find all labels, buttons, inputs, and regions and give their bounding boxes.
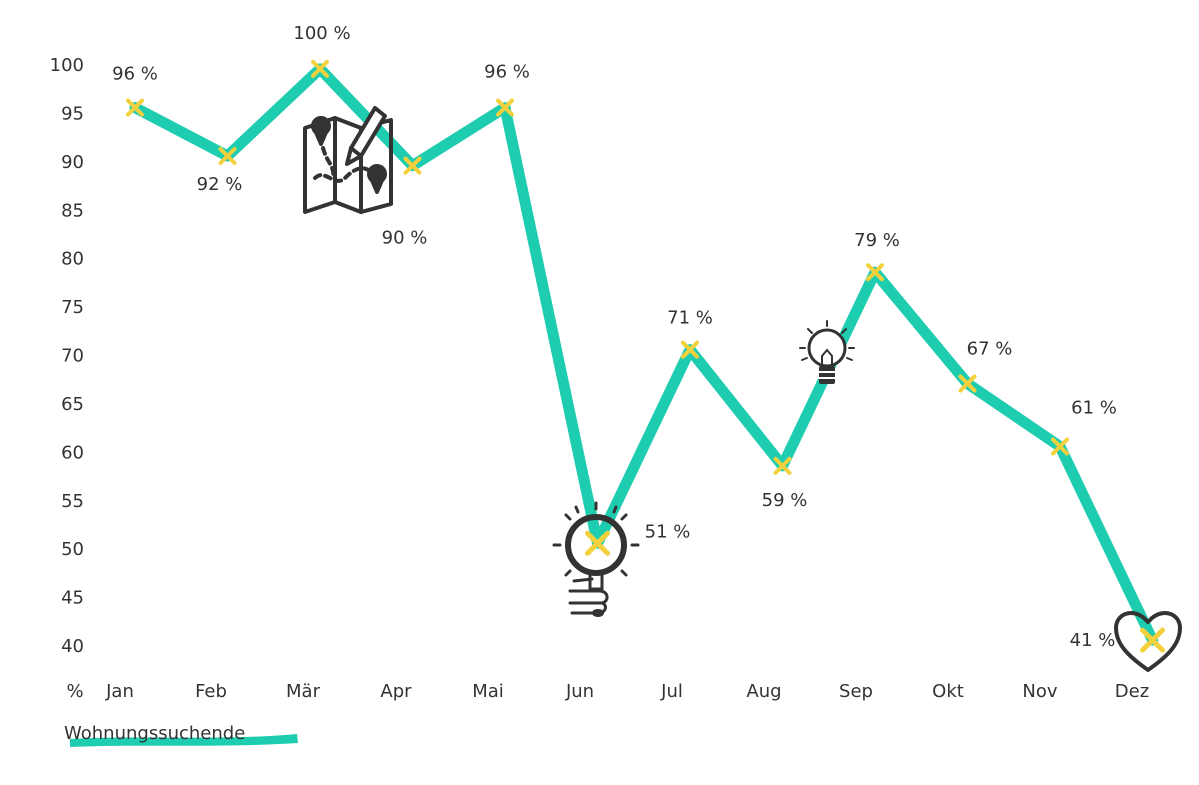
data-point-marker [311,59,329,78]
y-tick-label: 50 [61,539,84,560]
data-label: 96 % [112,64,158,85]
x-tick-label: Mai [472,681,504,702]
x-tick-label: Mär [286,681,321,702]
series-markers [126,59,1165,653]
y-tick-label: 45 [61,588,84,609]
data-label: 100 % [293,23,350,44]
y-tick-label: 90 [61,152,84,173]
y-tick-label: 80 [61,249,84,270]
data-label: 79 % [854,230,900,251]
data-point-marker [126,98,144,117]
data-label: 51 % [645,521,691,542]
data-point-marker [773,456,792,475]
data-point-marker [681,340,699,359]
data-point-marker [866,263,884,282]
x-tick-label: Jun [565,681,594,702]
x-tick-label: Feb [195,681,227,702]
legend: Wohnungssuchende [64,723,298,747]
data-point-marker [403,156,422,175]
data-point-marker [958,374,977,393]
heart-icon [1114,611,1182,672]
data-label: 71 % [667,308,713,329]
map-icon [303,106,393,214]
x-tick-label: Aug [746,681,781,702]
data-labels: 96 % 92 % 100 % 90 % 96 % 51 % 71 % 59 % 79 % 67 … [112,23,1117,651]
data-point-marker [1140,627,1165,653]
data-label: 41 % [1070,630,1116,651]
x-tick-label: Jul [660,681,683,702]
series-line [129,63,1158,646]
y-tick-label: 85 [61,200,84,221]
data-label: 92 % [197,174,243,195]
x-tick-label: Jan [105,681,134,702]
data-label: 90 % [382,228,428,249]
data-point-marker [496,98,514,117]
y-tick-label: 55 [61,491,84,512]
legend-swatch [70,734,298,747]
y-unit-label: % [66,681,83,702]
y-tick-label: 70 [61,346,84,367]
data-point-marker [585,530,610,556]
spotlight-icon [552,501,640,617]
data-point-marker [1051,437,1069,456]
x-tick-label: Nov [1022,681,1057,702]
y-tick-label: 65 [61,394,84,415]
lightbulb-icon [799,320,855,384]
data-label: 59 % [762,490,808,511]
y-tick-label: 75 [61,297,84,318]
series-line-group [129,63,1158,646]
x-tick-label: Sep [839,681,873,702]
y-tick-label: 40 [61,636,84,657]
y-tick-label: 60 [61,442,84,463]
x-axis-ticks: Jan Feb Mär Apr Mai Jun Jul Aug Sep Okt Nov Dez [105,681,1149,702]
data-point-marker [218,146,237,165]
legend-series-name: Wohnungssuchende [64,723,245,744]
data-label: 96 % [484,62,530,83]
y-tick-label: 100 [50,55,84,76]
data-label: 67 % [967,339,1013,360]
y-tick-label: 95 [61,103,84,124]
y-axis-ticks: 100 95 90 85 80 75 70 65 60 55 50 45 40 [50,55,84,657]
x-tick-label: Apr [380,681,412,702]
x-tick-label: Okt [932,681,964,702]
x-tick-label: Dez [1115,681,1149,702]
data-label: 61 % [1071,397,1117,418]
